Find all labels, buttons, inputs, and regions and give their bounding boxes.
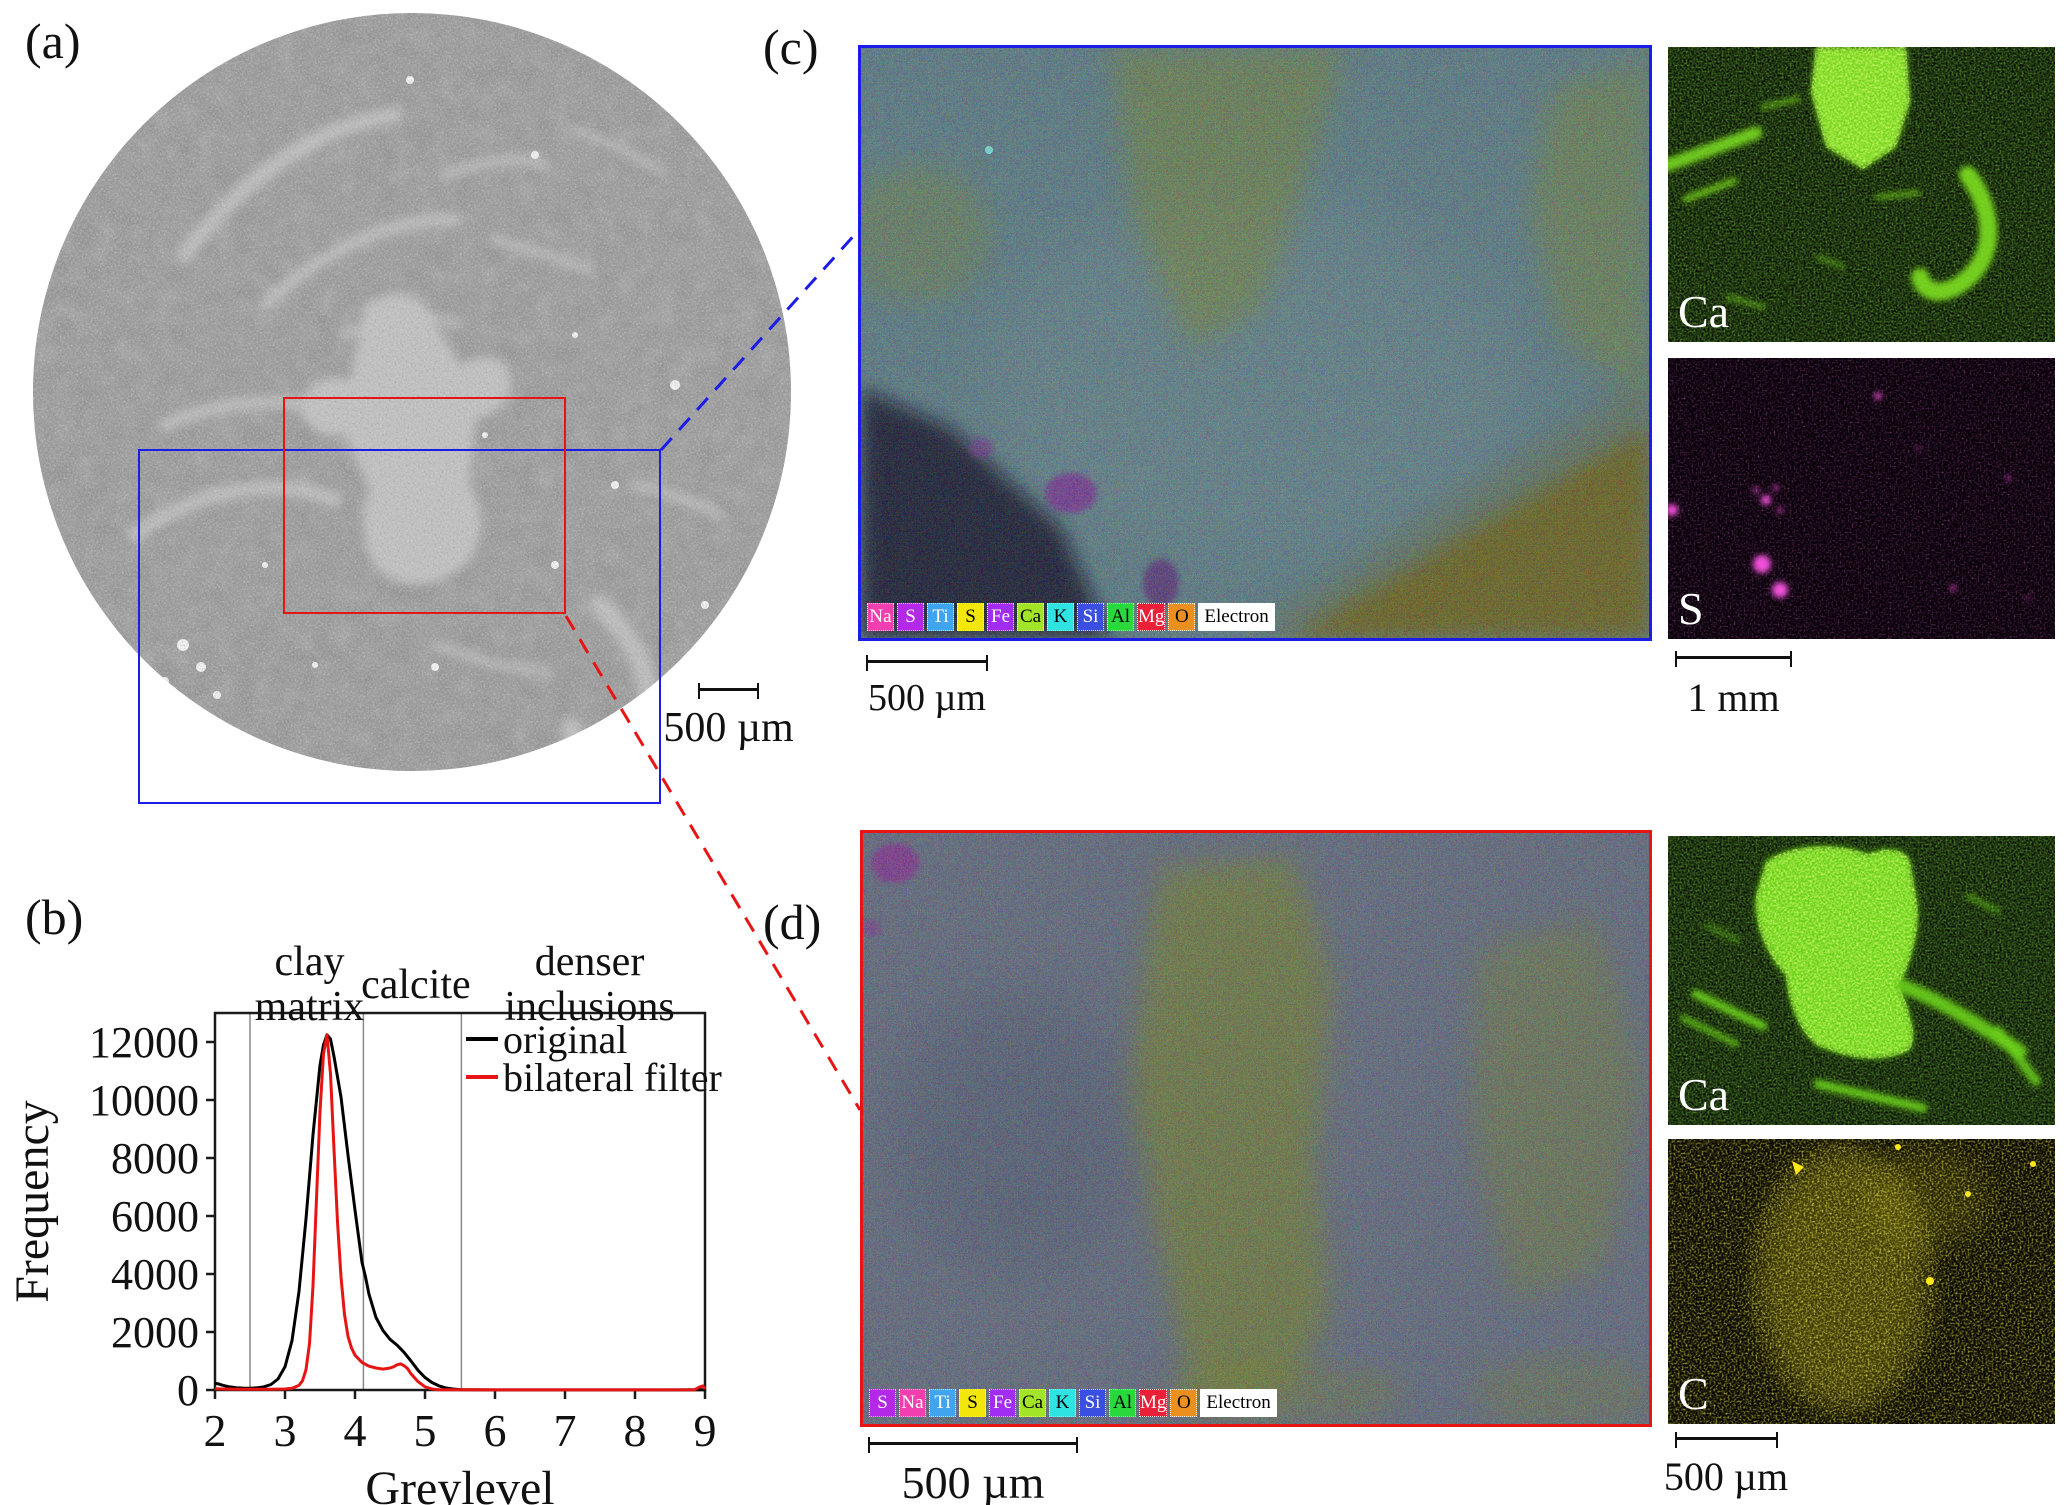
panel-d-scalebar <box>868 1437 1078 1453</box>
panel-c-scalebar <box>866 655 988 671</box>
y-tick-label: 10000 <box>89 1076 199 1125</box>
submap-s-c-graphic <box>1668 358 2055 639</box>
eds-map-d: S Na Ti S Fe Ca K Si Al Mg O Electron <box>860 830 1652 1427</box>
element-chip-al: Al <box>1107 603 1134 631</box>
element-legend-c: Na S Ti S Fe Ca K Si Al Mg O Electron <box>867 603 1275 631</box>
eds-map-c-graphic <box>861 48 1649 638</box>
x-tick-label: 6 <box>484 1405 507 1456</box>
eds-map-d-graphic <box>863 833 1649 1424</box>
x-tick-label: 9 <box>694 1405 717 1456</box>
panel-d-submap-scalebar <box>1675 1432 1778 1448</box>
element-chip-s: S <box>869 1389 896 1417</box>
element-chip-ti: Ti <box>927 603 954 631</box>
element-chip-mg: Mg <box>1139 1389 1168 1417</box>
submap-ca-d: Ca <box>1668 836 2055 1125</box>
submap-c-d: C <box>1668 1139 2055 1424</box>
panel-a-scalebar-label: 500 µm <box>663 705 794 751</box>
x-tick-label: 3 <box>274 1405 297 1456</box>
submap-ca-c-graphic <box>1668 47 2055 342</box>
panel-d-label: (d) <box>763 894 822 950</box>
element-chip-fe: Fe <box>987 603 1014 631</box>
y-tick-label: 8000 <box>111 1134 199 1183</box>
x-tick-label: 7 <box>554 1405 577 1456</box>
region-label: clay matrix <box>255 939 365 1030</box>
y-tick-label: 4000 <box>111 1250 199 1299</box>
panel-a-label: (a) <box>25 13 81 69</box>
eds-map-c: Na S Ti S Fe Ca K Si Al Mg O Electron <box>858 45 1652 641</box>
element-chip-o: O <box>1170 1389 1198 1417</box>
x-tick-label: 4 <box>344 1405 367 1456</box>
element-chip-si: Si <box>1077 603 1104 631</box>
element-chip-ca: Ca <box>1017 603 1044 631</box>
element-chip-k: K <box>1049 1389 1076 1417</box>
element-chip-ti: Ti <box>929 1389 956 1417</box>
region-label: calcite <box>361 962 471 1008</box>
element-chip-mg: Mg <box>1137 603 1166 631</box>
element-chip-electron: Electron <box>1200 1389 1277 1417</box>
panel-b-label: (b) <box>25 889 84 945</box>
submap-ca-d-label: Ca <box>1678 1069 1730 1120</box>
panel-d-submap-scalebar-label: 500 µm <box>1663 1454 1789 1499</box>
element-chip-ca: Ca <box>1019 1389 1046 1417</box>
y-axis-title: Frequency <box>6 1100 59 1303</box>
element-chip-s: S <box>959 1389 986 1417</box>
element-chip-o: O <box>1168 603 1196 631</box>
element-chip-fe: Fe <box>989 1389 1016 1417</box>
x-tick-label: 5 <box>414 1405 437 1456</box>
submap-c-d-graphic <box>1668 1139 2055 1424</box>
element-chip-al: Al <box>1109 1389 1136 1417</box>
y-tick-label: 0 <box>177 1366 199 1415</box>
element-chip-s: S <box>897 603 924 631</box>
submap-ca-c-label: Ca <box>1678 286 1730 337</box>
series-line-bilateral-filter <box>214 1033 707 1392</box>
y-tick-label: 12000 <box>89 1018 199 1067</box>
submap-s-c-label: S <box>1678 583 1704 634</box>
x-tick-label: 2 <box>204 1405 227 1456</box>
y-tick-label: 2000 <box>111 1308 199 1357</box>
submap-ca-d-graphic <box>1668 836 2055 1125</box>
element-chip-si: Si <box>1079 1389 1106 1417</box>
panel-a-scalebar <box>698 683 759 699</box>
element-chip-na: Na <box>867 603 894 631</box>
y-tick-label: 6000 <box>111 1192 199 1241</box>
submap-c-d-label: C <box>1678 1368 1709 1419</box>
element-legend-d: S Na Ti S Fe Ca K Si Al Mg O Electron <box>869 1389 1277 1417</box>
element-chip-k: K <box>1047 603 1074 631</box>
panel-c-label: (c) <box>763 19 819 75</box>
element-chip-electron: Electron <box>1198 603 1275 631</box>
submap-ca-c: Ca <box>1668 47 2055 342</box>
roi-rect-red <box>283 397 566 614</box>
legend-label: bilateral filter <box>503 1055 722 1100</box>
histogram-chart: 0 2000 4000 6000 8000 10000 12000 2 3 4 5 6 7 8 9 Greyl… <box>6 939 722 1505</box>
x-axis-title: Greylevel <box>365 1462 554 1505</box>
panel-d-scalebar-label: 500 µm <box>901 1457 1045 1505</box>
panel-c-scalebar-label: 500 µm <box>868 677 986 719</box>
panel-c-submap-scalebar-label: 1 mm <box>1687 675 1780 720</box>
panel-c-submap-scalebar <box>1675 651 1792 667</box>
element-chip-s: S <box>957 603 984 631</box>
x-tick-label: 8 <box>624 1405 647 1456</box>
submap-s-c: S <box>1668 358 2055 639</box>
element-chip-na: Na <box>899 1389 926 1417</box>
